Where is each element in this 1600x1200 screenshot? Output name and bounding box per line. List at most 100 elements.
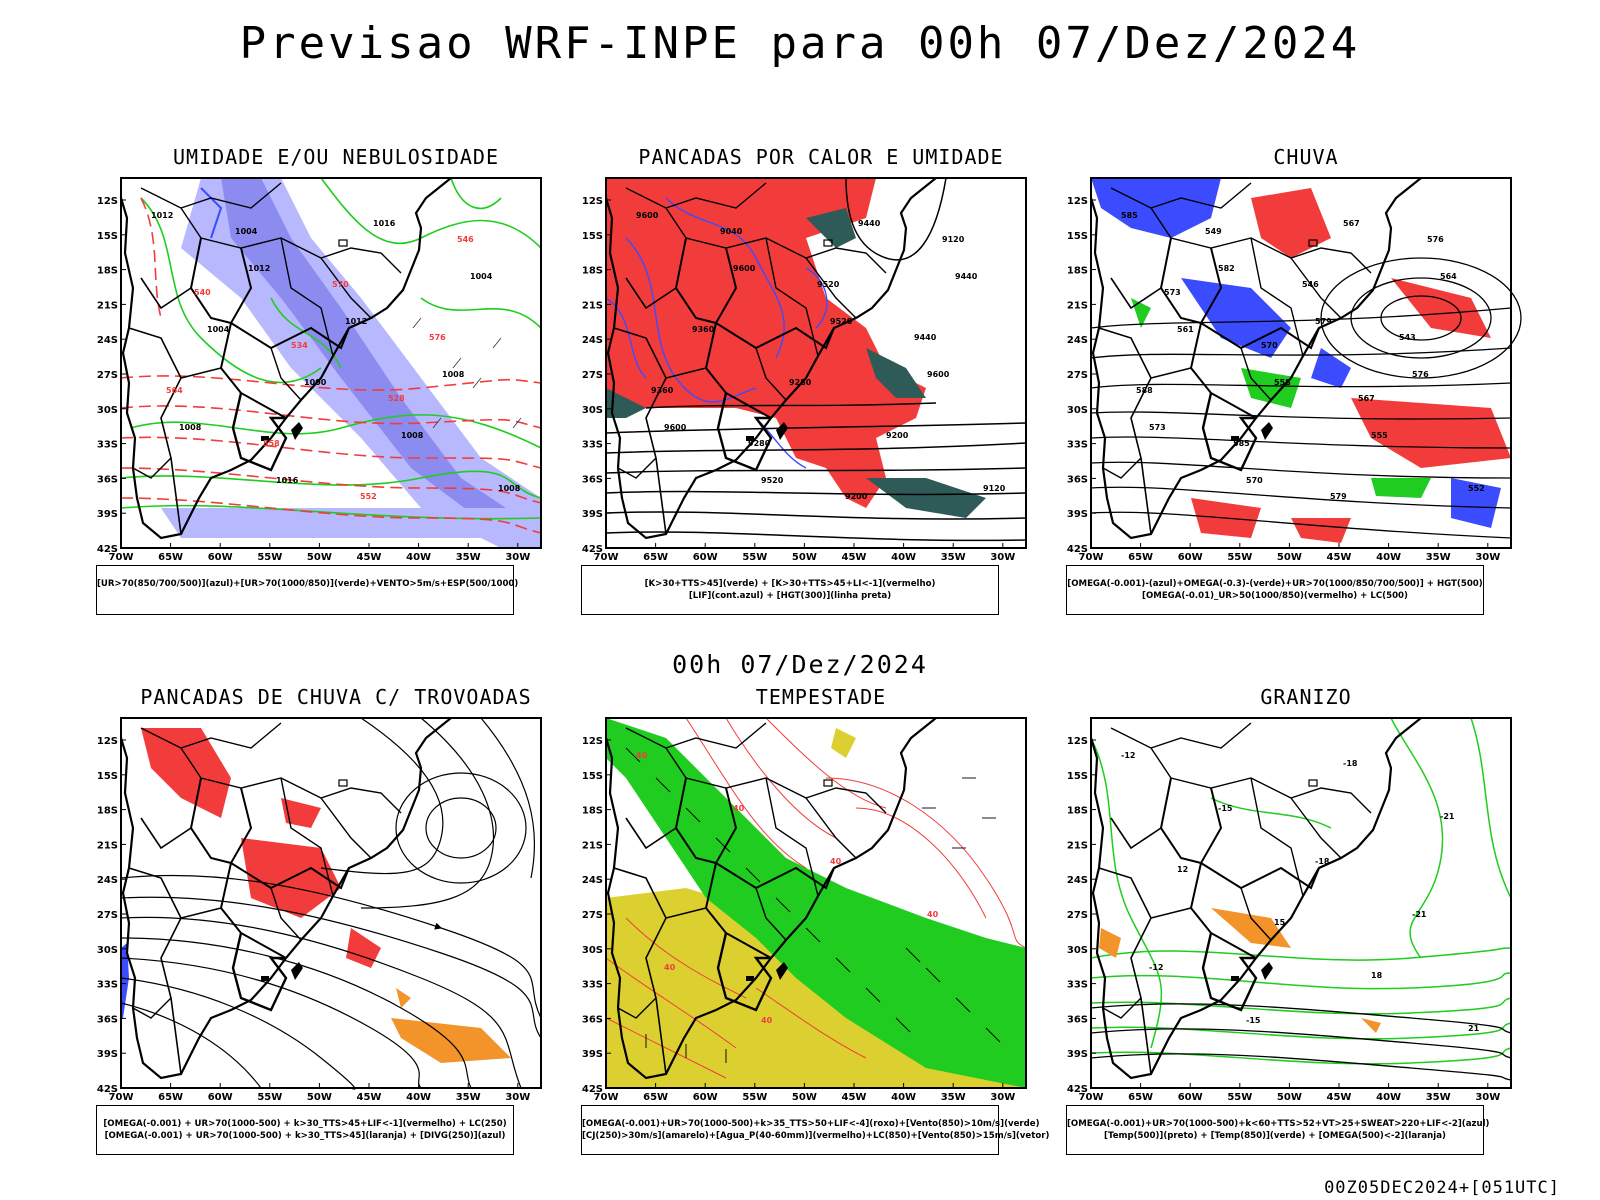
lat-tick-label: 24S <box>97 875 118 886</box>
contour-label: 585 <box>1121 211 1138 220</box>
lon-tick-label: 40W <box>406 552 431 563</box>
contour-label: -12 <box>1121 751 1135 760</box>
contour-label: 558 <box>263 439 280 448</box>
contour-label: 558 <box>1274 378 1291 387</box>
contour-label: 40 <box>927 910 939 919</box>
lon-tick-label: 55W <box>742 552 767 563</box>
lat-tick-label: 12S <box>582 196 603 207</box>
legend-line: [OMEGA(-0.001)-(azul)+OMEGA(-0.3)-(verde… <box>1067 579 1483 589</box>
lon-tick-label: 55W <box>1227 1092 1252 1103</box>
lon-tick-label: 35W <box>456 552 481 563</box>
contour-label: 9280 <box>748 439 771 448</box>
lon-tick-label: 50W <box>1277 552 1302 563</box>
contour-label: 567 <box>1358 394 1375 403</box>
lon-tick-label: 55W <box>742 1092 767 1103</box>
panel-granizo: GRANIZO -12 -15 -18 -21 -12 -15 -18 -21 12 15 18 21… <box>1066 685 1546 1175</box>
contour-label: 40 <box>830 857 842 866</box>
legend-line: [K>30+TTS>45](verde) + [K>30+TTS>45+LI<-… <box>644 579 936 589</box>
lon-tick-label: 45W <box>842 1092 867 1103</box>
lat-tick-label: 42S <box>1067 544 1088 555</box>
lon-tick-label: 65W <box>158 552 183 563</box>
contour-label: 9600 <box>664 423 687 432</box>
lat-tick-label: 15S <box>97 231 118 242</box>
lat-tick-label: 33S <box>1067 980 1088 991</box>
lat-tick-label: 33S <box>1067 440 1088 451</box>
legend-line: [LIF](cont.azul) + [HGT(300)](linha pret… <box>688 591 892 601</box>
lon-tick-label: 35W <box>941 552 966 563</box>
lon-tick-label: 35W <box>1426 552 1451 563</box>
contour-label: 1008 <box>179 423 202 432</box>
lat-tick-label: 24S <box>582 875 603 886</box>
lat-tick-label: 30S <box>1067 945 1088 956</box>
lat-tick-label: 39S <box>1067 1049 1088 1060</box>
lat-tick-label: 36S <box>582 474 603 485</box>
contour-label: 540 <box>194 288 211 297</box>
contour-label: 1004 <box>207 325 230 334</box>
lon-tick-label: 65W <box>643 1092 668 1103</box>
contour-label: 1012 <box>345 317 367 326</box>
lat-tick-label: 12S <box>97 736 118 747</box>
lon-tick-label: 65W <box>158 1092 183 1103</box>
lon-tick-label: 55W <box>257 1092 282 1103</box>
lon-tick-label: 60W <box>208 1092 233 1103</box>
lat-tick-label: 24S <box>1067 335 1088 346</box>
contour-label: 576 <box>1427 235 1444 244</box>
legend-line: [OMEGA(-0.001)+UR>70(1000-500)+k<60+TTS>… <box>1067 1119 1490 1129</box>
lat-tick-label: 12S <box>582 736 603 747</box>
lon-tick-label: 50W <box>307 1092 332 1103</box>
legend-umidade: [UR>70(850/700/500)](azul)+[UR>70(1000/8… <box>96 565 518 615</box>
lat-tick-label: 27S <box>97 370 118 381</box>
contour-label: 12 <box>1177 865 1188 874</box>
lat-tick-label: 27S <box>582 910 603 921</box>
lat-tick-label: 39S <box>97 1049 118 1060</box>
lat-tick-label: 36S <box>1067 474 1088 485</box>
lon-tick-label: 70W <box>109 1092 134 1103</box>
lon-tick-label: 50W <box>1277 1092 1302 1103</box>
lon-tick-label: 45W <box>357 552 382 563</box>
lat-tick-label: 18S <box>97 806 118 817</box>
mid-title: 00h 07/Dez/2024 <box>672 650 928 679</box>
contour-label: 9440 <box>955 272 978 281</box>
lon-tick-label: 30W <box>505 1092 530 1103</box>
lat-tick-label: 36S <box>97 474 118 485</box>
lat-tick-label: 21S <box>1067 300 1088 311</box>
contour-label: 9440 <box>914 333 937 342</box>
panel-title: GRANIZO <box>1260 685 1352 709</box>
contour-label: 9120 <box>983 484 1006 493</box>
panel-pancadas-calor: PANCADAS POR CALOR E UMIDADE 9600 9600 952… <box>581 145 1061 635</box>
lon-tick-label: 45W <box>1327 552 1352 563</box>
contour-label: -15 <box>1218 804 1233 813</box>
lon-tick-label: 60W <box>693 1092 718 1103</box>
contour-label: 564 <box>1440 272 1457 281</box>
lon-tick-label: 70W <box>594 552 619 563</box>
lat-tick-label: 24S <box>1067 875 1088 886</box>
lat-tick-label: 21S <box>582 840 603 851</box>
lon-tick-label: 30W <box>1475 1092 1500 1103</box>
lon-tick-label: 30W <box>990 552 1015 563</box>
lat-tick-label: 39S <box>1067 509 1088 520</box>
lat-tick-label: 36S <box>97 1014 118 1025</box>
contour-label: 9600 <box>636 211 659 220</box>
panel-title: CHUVA <box>1273 145 1339 169</box>
lon-tick-label: 30W <box>990 1092 1015 1103</box>
contour-label: 1008 <box>498 484 521 493</box>
lat-tick-label: 30S <box>582 945 603 956</box>
lat-tick-label: 27S <box>582 370 603 381</box>
lon-tick-label: 45W <box>357 1092 382 1103</box>
panel-title: UMIDADE E/OU NEBULOSIDADE <box>172 145 500 169</box>
contour-label: 570 <box>1261 341 1278 350</box>
contour-label: 573 <box>1149 423 1166 432</box>
lon-tick-label: 70W <box>109 552 134 563</box>
contour-label: 549 <box>1205 227 1222 236</box>
contour-label: 9520 <box>817 280 840 289</box>
panel-title: TEMPESTADE <box>755 685 887 709</box>
contour-label: 40 <box>636 751 648 760</box>
contour-label: 534 <box>291 341 308 350</box>
contour-label: 9520 <box>761 476 784 485</box>
lon-tick-label: 50W <box>792 1092 817 1103</box>
legend-line: [CJ(250)>30m/s](amarelo)+[Agua_P(40-60mm… <box>582 1131 1050 1141</box>
lon-tick-label: 60W <box>208 552 233 563</box>
contour-label: 570 <box>332 280 349 289</box>
lon-tick-label: 45W <box>842 552 867 563</box>
contour-label: 21 <box>1468 1024 1480 1033</box>
